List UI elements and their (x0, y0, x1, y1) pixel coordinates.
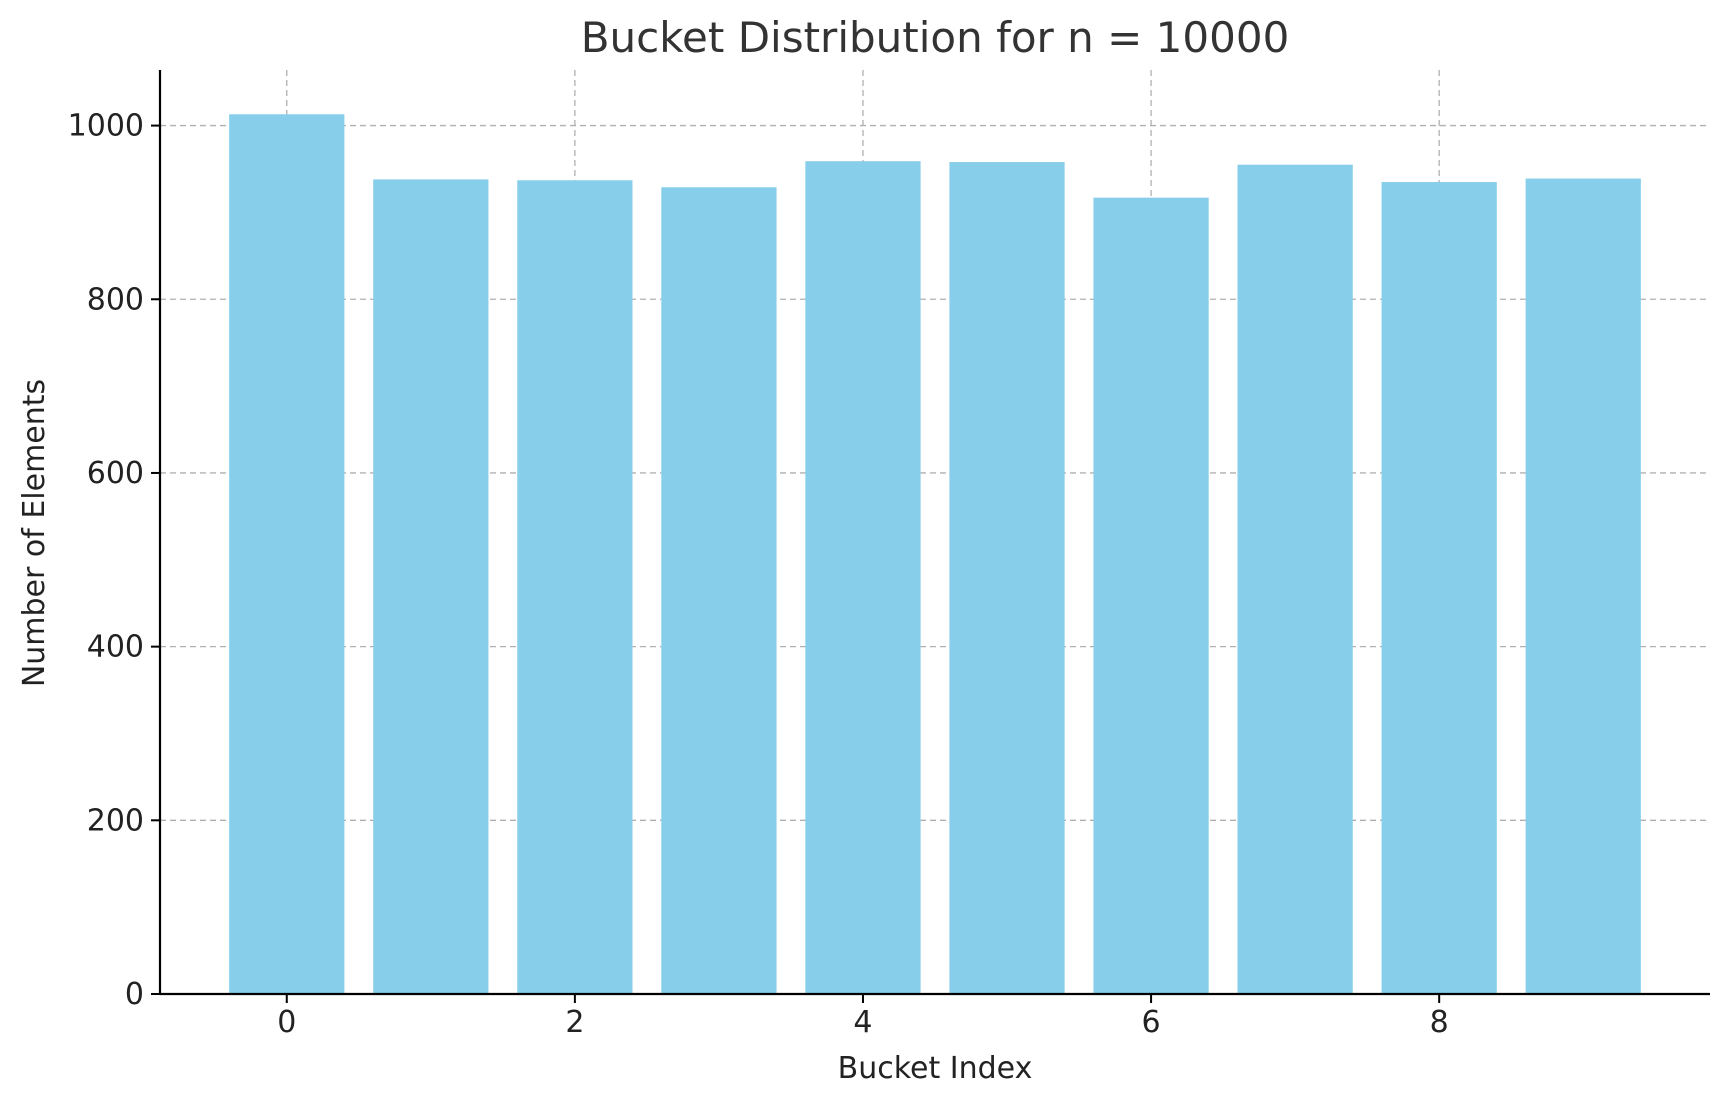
y-axis-title: Number of Elements (17, 379, 52, 687)
x-tick-label: 0 (277, 1005, 296, 1040)
bar-bucket-0 (229, 114, 345, 994)
bar-bucket-4 (805, 161, 921, 994)
axes (158, 70, 1710, 996)
bar-bucket-1 (373, 179, 489, 995)
y-tick-label: 800 (87, 282, 144, 317)
bar-bucket-5 (949, 162, 1065, 995)
bar-bucket-7 (1237, 164, 1353, 994)
y-tick-label: 600 (87, 456, 144, 491)
bar-bucket-3 (661, 187, 777, 995)
bar-bucket-8 (1381, 182, 1497, 995)
bar-bucket-9 (1525, 178, 1641, 995)
chart-title: Bucket Distribution for n = 10000 (581, 13, 1290, 62)
x-axis-title: Bucket Index (838, 1051, 1033, 1086)
bar-bucket-2 (517, 180, 633, 994)
y-tick-label: 1000 (68, 109, 144, 144)
x-tick-label: 2 (565, 1005, 584, 1040)
y-tick-label: 400 (87, 630, 144, 665)
ticks: 0 200 400 600 800 1000 0 2 4 6 8 (68, 109, 1449, 1040)
y-tick-label: 200 (87, 803, 144, 838)
bars (229, 114, 1641, 995)
bar-bucket-6 (1093, 197, 1209, 994)
x-tick-label: 6 (1142, 1005, 1161, 1040)
x-tick-label: 4 (853, 1005, 872, 1040)
y-tick-label: 0 (125, 977, 144, 1012)
x-tick-label: 8 (1430, 1005, 1449, 1040)
